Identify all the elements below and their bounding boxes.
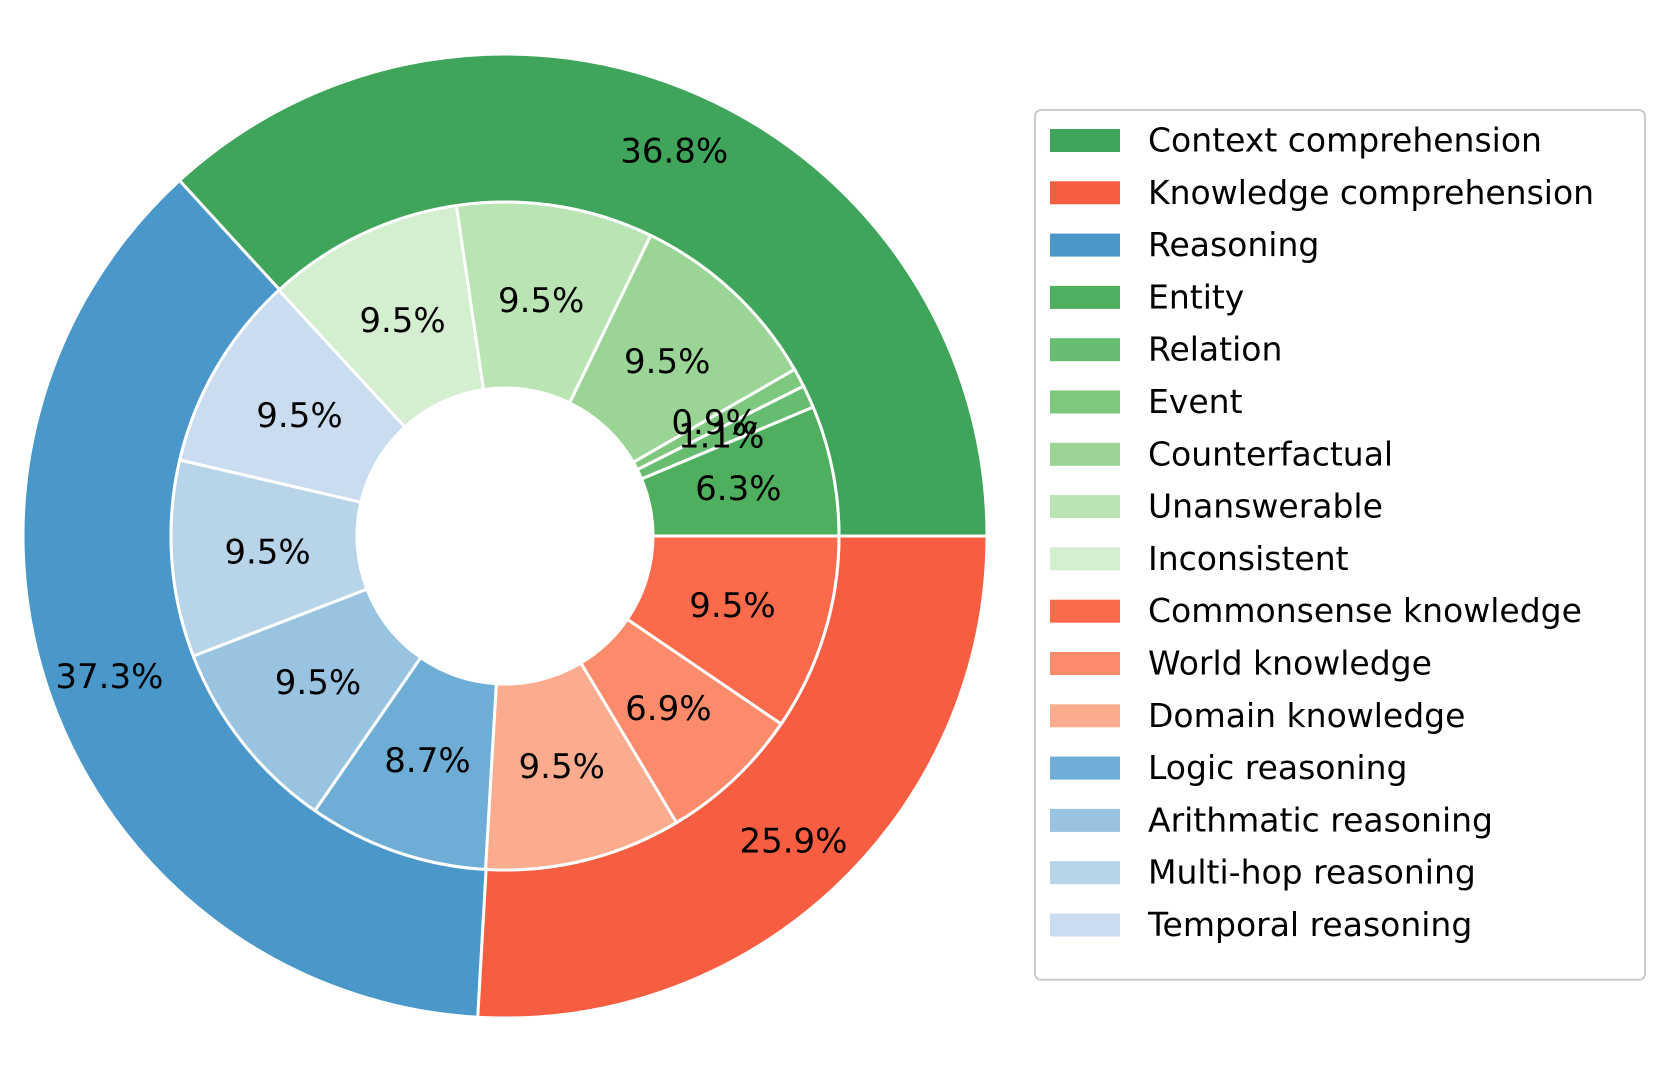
inner-slice-arithmatic-reasoning xyxy=(191,587,423,813)
legend-label-logic-reasoning: Logic reasoning xyxy=(1148,748,1407,787)
outer-label-reasoning: 37.3% xyxy=(55,657,163,697)
inner-slice-domain-knowledge xyxy=(483,660,679,872)
inner-label-event: 0.9% xyxy=(671,403,757,443)
inner-label-multi-hop-reasoning: 9.5% xyxy=(224,532,310,572)
inner-label-relation: 1.1% xyxy=(678,417,764,457)
inner-slice-unanswerable xyxy=(454,200,653,405)
legend-swatch-logic-reasoning xyxy=(1050,756,1120,780)
legend-label-temporal-reasoning: Temporal reasoning xyxy=(1147,905,1472,944)
legend-swatch-context-comprehension xyxy=(1050,129,1120,152)
legend-swatch-unanswerable xyxy=(1050,495,1120,519)
legend-label-domain-knowledge: Domain knowledge xyxy=(1148,696,1465,735)
legend-swatch-reasoning xyxy=(1050,233,1120,257)
inner-label-counterfactual: 9.5% xyxy=(624,342,710,382)
legend-swatch-temporal-reasoning xyxy=(1050,913,1120,937)
inner-label-arithmatic-reasoning: 9.5% xyxy=(275,663,361,703)
inner-label-temporal-reasoning: 9.5% xyxy=(256,396,342,436)
inner-label-commonsense-knowledge: 9.5% xyxy=(689,586,775,626)
legend-label-knowledge-comprehension: Knowledge comprehension xyxy=(1148,173,1594,212)
inner-slice-inconsistent xyxy=(276,203,486,430)
legend-label-event: Event xyxy=(1148,382,1243,421)
legend-swatch-domain-knowledge xyxy=(1050,704,1120,728)
legend-swatch-knowledge-comprehension xyxy=(1050,181,1120,205)
slice-labels: 36.8% 37.3% 25.9% 6.3% 1.1%0.9% 9.5% 9.5% 9.5% 9… xyxy=(55,132,847,862)
legend-label-arithmatic-reasoning: Arithmatic reasoning xyxy=(1148,800,1493,839)
legend-swatch-relation xyxy=(1050,338,1120,362)
inner-slice-temporal-reasoning xyxy=(177,288,407,505)
inner-label-inconsistent: 9.5% xyxy=(359,301,445,341)
outer-ring xyxy=(21,52,989,1020)
legend-label-world-knowledge: World knowledge xyxy=(1148,644,1432,683)
legend-label-entity: Entity xyxy=(1148,277,1244,316)
outer-label-context-comprehension: 36.8% xyxy=(620,132,728,172)
inner-slice-logic-reasoning xyxy=(312,655,498,872)
legend-label-context-comprehension: Context comprehension xyxy=(1148,121,1542,160)
outer-label-knowledge-comprehension: 25.9% xyxy=(739,821,847,861)
inner-slice-commonsense-knowledge xyxy=(625,534,841,726)
inner-slice-counterfactual xyxy=(567,233,797,465)
legend-label-reasoning: Reasoning xyxy=(1148,225,1319,264)
legend-swatch-world-knowledge xyxy=(1050,652,1120,675)
inner-label-entity: 6.3% xyxy=(695,469,781,509)
legend-label-multi-hop-reasoning: Multi-hop reasoning xyxy=(1148,853,1476,892)
legend-frame xyxy=(1034,109,1646,981)
inner-label-domain-knowledge: 9.5% xyxy=(519,747,605,787)
inner-ring xyxy=(169,200,841,872)
legend: Context comprehension Knowledge comprehen… xyxy=(1034,109,1646,981)
legend-label-unanswerable: Unanswerable xyxy=(1148,487,1383,526)
inner-label-unanswerable: 9.5% xyxy=(498,281,584,321)
inner-label-world-knowledge: 6.9% xyxy=(625,689,711,729)
legend-swatch-arithmatic-reasoning xyxy=(1050,808,1120,832)
legend-label-commonsense-knowledge: Commonsense knowledge xyxy=(1148,591,1582,630)
legend-swatch-inconsistent xyxy=(1050,547,1120,571)
legend-swatch-event xyxy=(1050,390,1120,414)
legend-swatch-multi-hop-reasoning xyxy=(1050,861,1120,885)
legend-swatch-commonsense-knowledge xyxy=(1050,599,1120,623)
legend-swatch-counterfactual xyxy=(1050,442,1120,466)
legend-label-inconsistent: Inconsistent xyxy=(1148,539,1349,578)
legend-swatch-entity xyxy=(1050,285,1120,309)
inner-label-logic-reasoning: 8.7% xyxy=(384,741,470,781)
legend-label-counterfactual: Counterfactual xyxy=(1148,434,1393,473)
legend-label-relation: Relation xyxy=(1148,330,1282,369)
